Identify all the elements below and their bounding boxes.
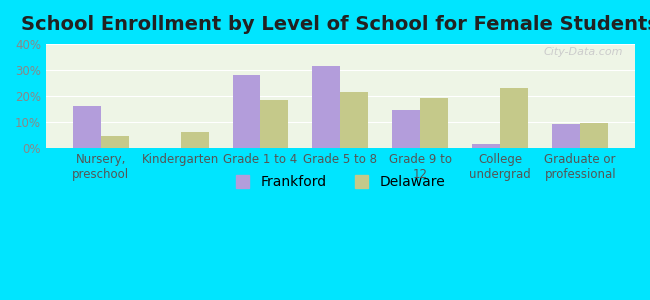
Legend: Frankford, Delaware: Frankford, Delaware: [230, 170, 451, 195]
Bar: [552, 124, 580, 148]
Bar: [580, 123, 608, 148]
Bar: [261, 100, 289, 148]
Bar: [73, 106, 101, 148]
Text: City-Data.com: City-Data.com: [543, 47, 623, 57]
Bar: [181, 132, 209, 148]
Bar: [233, 75, 261, 148]
Title: School Enrollment by Level of School for Female Students: School Enrollment by Level of School for…: [21, 15, 650, 34]
Bar: [313, 66, 341, 148]
Bar: [341, 92, 369, 148]
Bar: [473, 144, 501, 148]
Bar: [421, 98, 448, 148]
Bar: [500, 88, 528, 148]
Bar: [393, 110, 421, 148]
Bar: [101, 136, 129, 148]
